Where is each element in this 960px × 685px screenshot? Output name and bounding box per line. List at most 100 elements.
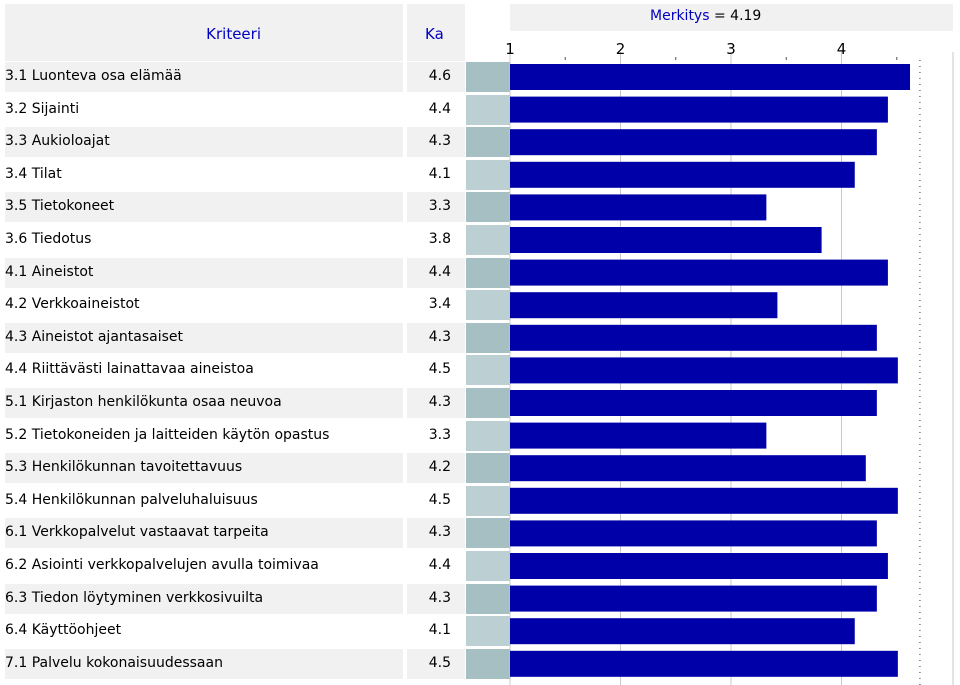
row-swatch	[466, 127, 510, 158]
table-row: 5.1 Kirjaston henkilökunta osaa neuvoa 4.…	[0, 388, 510, 418]
row-swatch	[466, 225, 510, 255]
bar	[510, 487, 898, 514]
criteria-cell: 3.3 Aukioloajat	[5, 127, 403, 158]
row-swatch	[466, 290, 510, 321]
bar	[510, 650, 898, 677]
mean-value: 3.3	[428, 198, 451, 215]
criteria-label: 5.1 Kirjaston henkilökunta osaa neuvoa	[5, 394, 282, 410]
table-row: 6.3 Tiedon löytyminen verkkosivuilta 4.3	[0, 583, 510, 614]
importance-label-text: Merkitys	[650, 8, 710, 24]
importance-value: 4.19	[730, 8, 762, 24]
tick-label: 2	[616, 40, 626, 58]
bar	[510, 390, 877, 416]
criteria-label: 3.4 Tilat	[5, 165, 62, 182]
mean-value: 4.3	[428, 589, 451, 606]
mean-cell: 4.5	[407, 485, 465, 516]
mean-value: 4.1	[428, 165, 451, 182]
criteria-cell: 4.3 Aineistot ajantasaiset	[5, 322, 403, 353]
mean-value: 4.5	[428, 491, 451, 508]
mean-value: 3.8	[428, 231, 451, 247]
mean-cell: 4.6	[407, 62, 465, 92]
criteria-cell: 6.1 Verkkopalvelut vastaavat tarpeita	[5, 518, 403, 549]
bar	[510, 618, 855, 645]
mean-cell: 4.3	[407, 518, 465, 549]
mean-value: 4.4	[428, 100, 451, 117]
row-swatch	[466, 322, 510, 353]
table-row: 4.2 Verkkoaineistot 3.4	[0, 290, 510, 321]
criteria-cell: 3.2 Sijainti	[5, 94, 403, 125]
table-row: 3.3 Aukioloajat 4.3	[0, 127, 510, 158]
row-swatch	[466, 616, 510, 647]
table-row: 3.1 Luonteva osa elämää 4.6	[0, 62, 510, 92]
criteria-cell: 6.3 Tiedon löytyminen verkkosivuilta	[5, 583, 403, 614]
mean-value: 4.6	[428, 68, 451, 84]
criteria-cell: 5.4 Henkilökunnan palveluhaluisuus	[5, 485, 403, 516]
tick-label: 1	[505, 40, 515, 58]
criteria-cell: 4.2 Verkkoaineistot	[5, 290, 403, 321]
mean-value: 4.5	[428, 654, 451, 671]
bar	[510, 194, 767, 221]
criteria-cell: 6.2 Asiointi verkkopalvelujen avulla toi…	[5, 551, 403, 581]
mean-value: 4.2	[428, 459, 451, 476]
table-row: 6.4 Käyttöohjeet 4.1	[0, 616, 510, 647]
table-row: 3.5 Tietokoneet 3.3	[0, 192, 510, 223]
mean-value: 4.3	[428, 524, 451, 541]
mean-cell: 3.3	[407, 192, 465, 223]
criteria-cell: 3.5 Tietokoneet	[5, 192, 403, 223]
row-swatch	[466, 159, 510, 190]
mean-value: 4.3	[428, 394, 451, 410]
bar	[510, 422, 767, 449]
mean-cell: 4.5	[407, 355, 465, 386]
bar	[510, 129, 877, 156]
row-swatch	[466, 420, 510, 451]
criteria-label: 5.2 Tietokoneiden ja laitteiden käytön o…	[5, 426, 330, 443]
bar	[510, 357, 898, 384]
criteria-header-label: Kriteeri	[206, 25, 261, 43]
criteria-label: 7.1 Palvelu kokonaisuudessaan	[5, 654, 223, 671]
criteria-cell: 3.1 Luonteva osa elämää	[5, 62, 403, 92]
mean-cell: 3.4	[407, 290, 465, 321]
criteria-cell: 4.4 Riittävästi lainattavaa aineistoa	[5, 355, 403, 386]
table-row: 4.3 Aineistot ajantasaiset 4.3	[0, 322, 510, 353]
table-row: 3.4 Tilat 4.1	[0, 159, 510, 190]
bar	[510, 64, 911, 90]
table-row: 7.1 Palvelu kokonaisuudessaan 4.5	[0, 648, 510, 679]
mean-value: 4.1	[428, 622, 451, 639]
table-row: 3.6 Tiedotus 3.8	[0, 225, 510, 255]
bar	[510, 259, 888, 286]
criteria-cell: 3.6 Tiedotus	[5, 225, 403, 255]
criteria-label: 5.4 Henkilökunnan palveluhaluisuus	[5, 491, 258, 508]
row-swatch	[466, 355, 510, 386]
mean-value: 4.5	[428, 361, 451, 378]
mean-cell: 3.8	[407, 225, 465, 255]
criteria-cell: 4.1 Aineistot	[5, 257, 403, 288]
criteria-label: 4.4 Riittävästi lainattavaa aineistoa	[5, 361, 254, 378]
mean-cell: 4.3	[407, 388, 465, 418]
row-swatch	[466, 192, 510, 223]
table-row: 6.2 Asiointi verkkopalvelujen avulla toi…	[0, 551, 510, 581]
row-swatch	[466, 257, 510, 288]
table-row: 3.2 Sijainti 4.4	[0, 94, 510, 125]
row-swatch	[466, 518, 510, 549]
mean-cell: 3.3	[407, 420, 465, 451]
row-swatch	[466, 62, 510, 92]
mean-cell: 4.4	[407, 94, 465, 125]
criteria-label: 3.6 Tiedotus	[5, 231, 92, 247]
bar	[510, 161, 855, 188]
row-swatch	[466, 94, 510, 125]
criteria-label: 4.1 Aineistot	[5, 263, 94, 280]
row-swatch	[466, 583, 510, 614]
criteria-cell: 5.3 Henkilökunnan tavoitettavuus	[5, 453, 403, 484]
tick-label: 3	[726, 40, 736, 58]
criteria-label: 3.3 Aukioloajat	[5, 133, 110, 150]
chart-header-background	[510, 4, 953, 31]
importance-label: Merkitys = 4.19	[650, 8, 761, 24]
criteria-cell: 7.1 Palvelu kokonaisuudessaan	[5, 648, 403, 679]
mean-cell: 4.5	[407, 648, 465, 679]
mean-cell: 4.2	[407, 453, 465, 484]
mean-header-label: Ka	[425, 25, 444, 43]
row-swatch	[466, 648, 510, 679]
mean-cell: 4.1	[407, 616, 465, 647]
mean-value: 4.3	[428, 133, 451, 150]
criteria-label: 4.2 Verkkoaineistot	[5, 296, 140, 313]
